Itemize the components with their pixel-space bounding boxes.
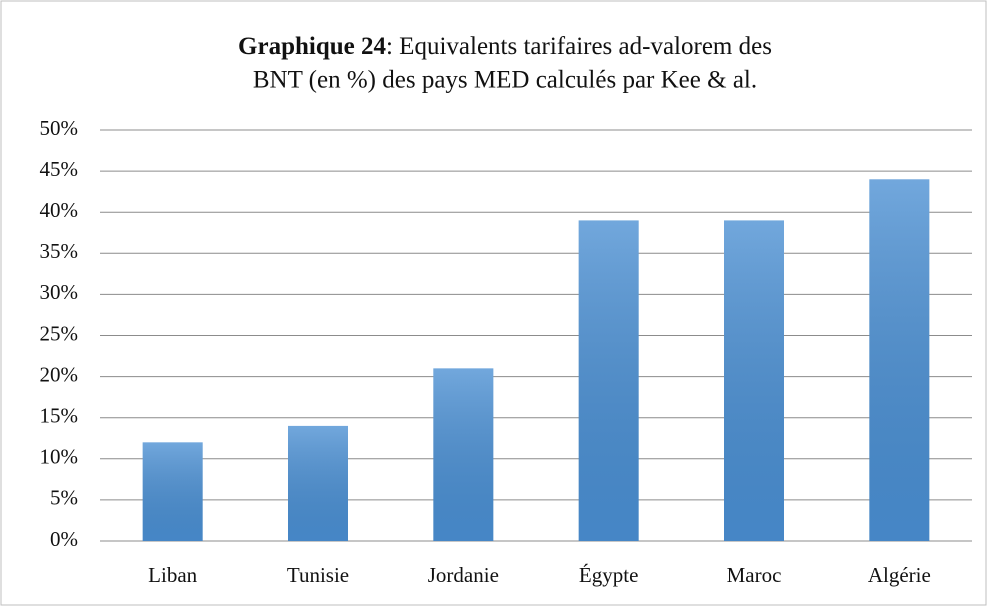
bar xyxy=(724,220,784,542)
title-line: : Equivalents tarifaires ad-valorem des xyxy=(386,33,772,60)
bar xyxy=(578,220,639,542)
x-tick-label: Jordanie xyxy=(428,563,499,587)
x-tick-label: Algérie xyxy=(868,563,931,587)
x-tick-label: Liban xyxy=(148,563,197,587)
y-tick-label: 40% xyxy=(40,198,79,222)
y-tick-label: 20% xyxy=(40,362,79,386)
y-tick-label: 45% xyxy=(40,157,79,181)
x-tick-label: Égypte xyxy=(579,563,638,587)
y-tick-label: 5% xyxy=(50,486,78,510)
y-tick-label: 0% xyxy=(50,527,78,551)
chart-title-line: BNT (en %) des pays MED calculés par Kee… xyxy=(253,67,757,94)
x-tick-label: Maroc xyxy=(727,563,782,587)
bar xyxy=(433,368,494,541)
y-tick-label: 25% xyxy=(40,321,79,345)
title-prefix: Graphique 24 xyxy=(238,33,386,60)
bar xyxy=(142,442,203,541)
y-tick-label: 10% xyxy=(40,445,79,469)
bar xyxy=(869,179,930,541)
y-tick-label: 15% xyxy=(40,404,79,428)
x-tick-label: Tunisie xyxy=(287,563,349,587)
bar xyxy=(288,425,348,541)
chart-title: Graphique 24: Equivalents tarifaires ad-… xyxy=(238,33,772,60)
y-tick-label: 50% xyxy=(40,116,79,140)
y-tick-label: 35% xyxy=(40,239,79,263)
y-tick-label: 30% xyxy=(40,280,79,304)
